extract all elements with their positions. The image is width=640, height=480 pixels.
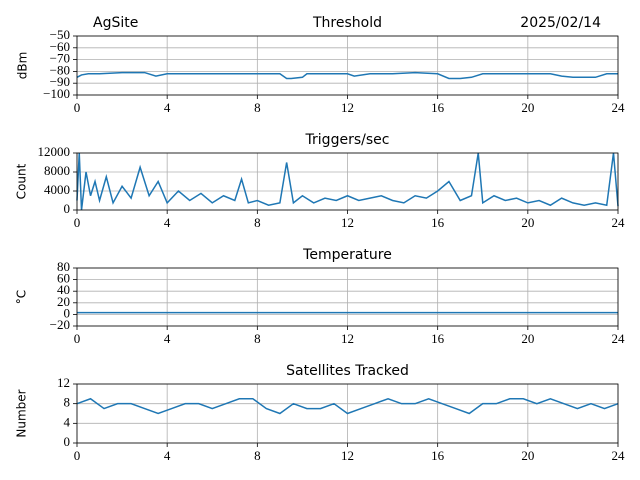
- data-line: [76, 397, 619, 415]
- x-tick-label: 16: [431, 331, 445, 346]
- y-tick-label: 8000: [44, 163, 70, 178]
- y-tick-label: 12: [57, 375, 70, 390]
- x-tick-label: 4: [164, 331, 171, 346]
- x-tick-label: 20: [521, 448, 534, 463]
- x-tick-label: 8: [254, 100, 261, 115]
- x-tick-label: 20: [521, 331, 534, 346]
- y-tick-label: −80: [50, 62, 70, 77]
- x-tick-label: 4: [164, 215, 171, 230]
- x-tick-label: 4: [164, 448, 171, 463]
- x-tick-label: 12: [341, 331, 354, 346]
- y-tick-label: 60: [57, 271, 70, 286]
- x-tick-label: 12: [341, 100, 354, 115]
- x-tick-label: 24: [612, 331, 626, 346]
- x-tick-label: 8: [254, 215, 261, 230]
- y-tick-label: −60: [50, 39, 70, 54]
- axes-frame: [76, 383, 619, 444]
- y-tick-label: 80: [57, 259, 70, 274]
- y-axis-label: Number: [15, 389, 29, 437]
- x-tick-label: 8: [254, 448, 261, 463]
- x-tick-label: 12: [341, 215, 354, 230]
- y-axis-label: Count: [15, 163, 29, 199]
- x-tick-label: 16: [431, 448, 445, 463]
- y-tick-label: −90: [50, 74, 70, 89]
- subplot-title: Triggers/sec: [305, 132, 390, 148]
- x-tick-label: 0: [74, 100, 81, 115]
- x-tick-label: 16: [431, 215, 445, 230]
- x-tick-label: 0: [74, 215, 81, 230]
- x-tick-label: 8: [254, 331, 261, 346]
- x-tick-label: 12: [341, 448, 354, 463]
- date-label: 2025/02/14: [520, 15, 601, 31]
- y-tick-label: −20: [50, 317, 70, 332]
- x-tick-label: 4: [164, 100, 171, 115]
- y-tick-label: 12000: [38, 144, 71, 159]
- subplot-title: Temperature: [302, 247, 392, 263]
- y-tick-label: 8: [64, 395, 71, 410]
- y-tick-label: 0: [64, 305, 71, 320]
- y-tick-label: 0: [64, 434, 71, 449]
- x-tick-label: 24: [612, 100, 626, 115]
- y-tick-label: 20: [57, 294, 70, 309]
- y-tick-label: −50: [50, 27, 70, 42]
- site-label: AgSite: [93, 15, 138, 31]
- x-tick-label: 0: [74, 331, 81, 346]
- axes-frame: [76, 35, 619, 96]
- axes-frame: [76, 152, 619, 211]
- x-tick-label: 20: [521, 215, 534, 230]
- y-tick-label: 4000: [44, 182, 70, 197]
- data-line: [76, 152, 619, 211]
- y-axis-label: °C: [15, 290, 29, 304]
- x-tick-label: 24: [612, 215, 626, 230]
- axes-frame: [76, 267, 619, 327]
- x-tick-label: 24: [612, 448, 626, 463]
- y-tick-label: 0: [64, 201, 71, 216]
- x-tick-label: 16: [431, 100, 445, 115]
- y-tick-label: 4: [64, 414, 71, 429]
- subplot-title: Satellites Tracked: [286, 363, 409, 379]
- data-line: [76, 71, 618, 80]
- y-tick-label: 40: [57, 282, 70, 297]
- y-tick-label: −70: [50, 51, 70, 66]
- y-axis-label: dBm: [16, 52, 30, 80]
- x-tick-label: 20: [521, 100, 534, 115]
- subplot-title: Threshold: [312, 15, 382, 31]
- y-tick-label: −100: [43, 86, 70, 101]
- x-tick-label: 0: [74, 448, 81, 463]
